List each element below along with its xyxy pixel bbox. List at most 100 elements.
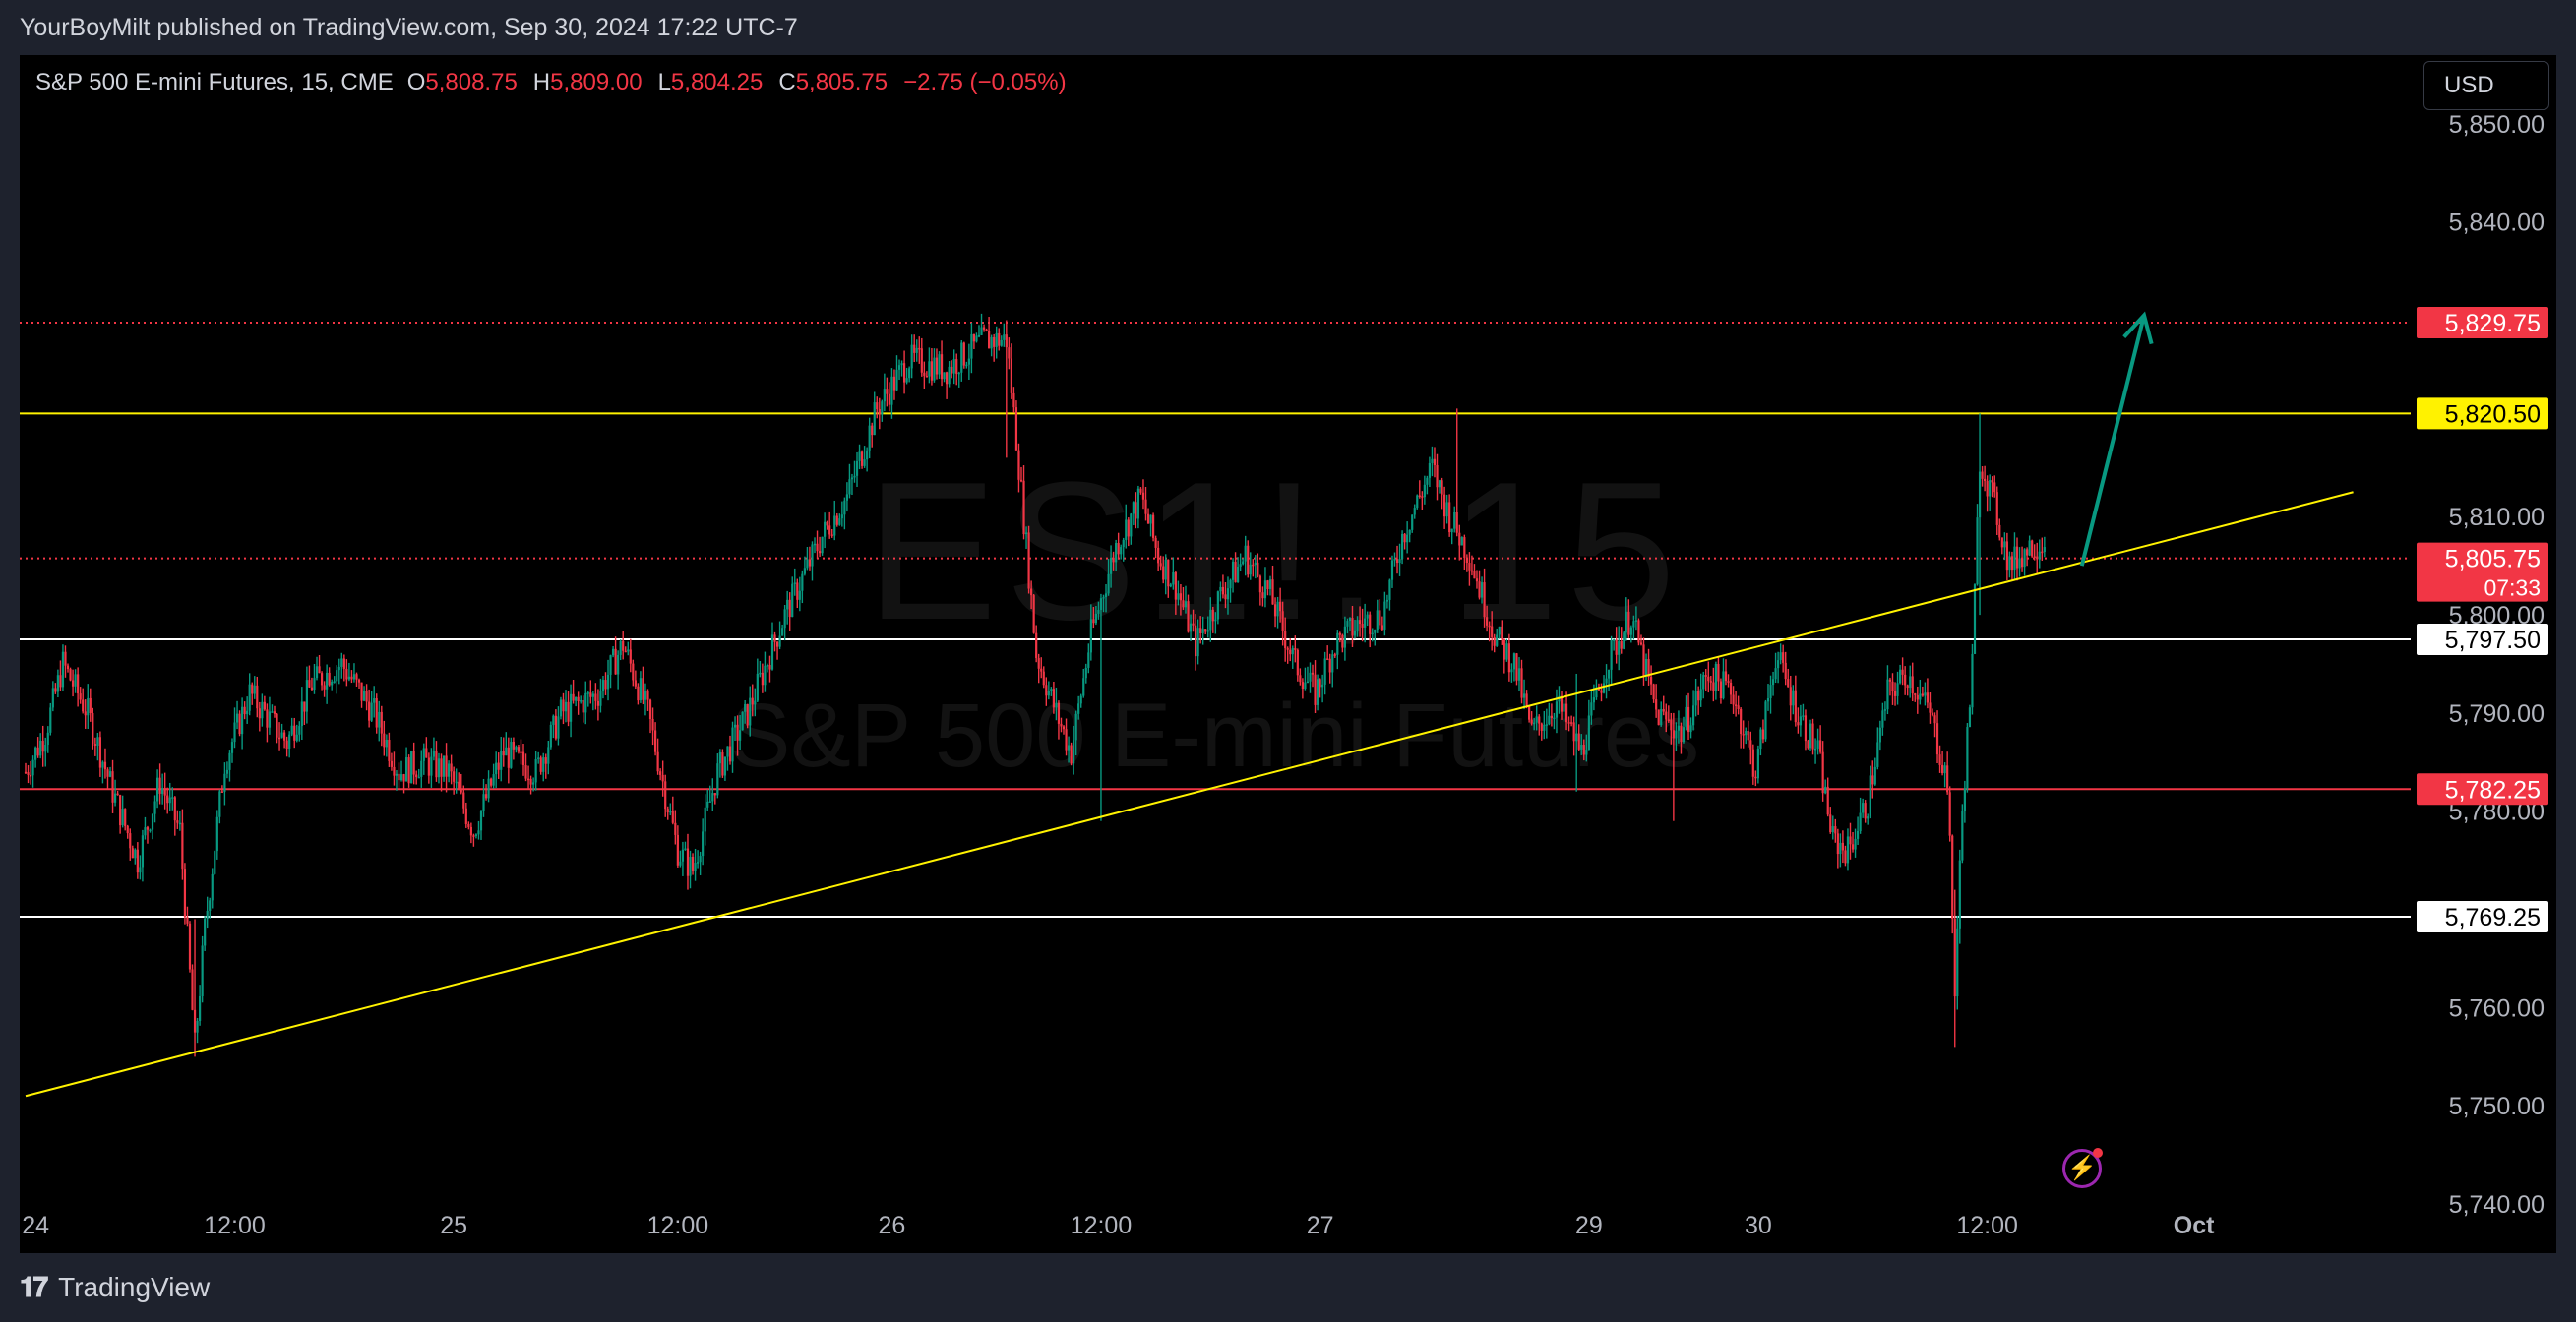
candle-body [1234, 561, 1237, 583]
candle-body [1680, 725, 1683, 743]
candle-body [801, 573, 804, 591]
candle-body [1545, 724, 1548, 726]
candle-body [74, 674, 77, 687]
candle-body [1804, 715, 1808, 742]
candle-body [599, 691, 602, 706]
candle-body [713, 793, 716, 796]
candle-body [798, 590, 801, 600]
candle-body [1294, 648, 1297, 650]
candle-body [1602, 683, 1606, 693]
candle-body [1112, 557, 1115, 563]
candle-body [723, 756, 727, 776]
candle-body [653, 730, 657, 752]
candle-body [539, 757, 542, 772]
candle-body [1144, 499, 1147, 514]
candle-body [1981, 471, 1984, 479]
candle-body [49, 707, 52, 733]
candle-body [1878, 727, 1881, 743]
candle-body [1699, 689, 1702, 701]
y-tick-label: 5,740.00 [2449, 1191, 2545, 1219]
footer-brand[interactable]: TradingView [58, 1272, 211, 1302]
candle-body [1682, 727, 1686, 743]
candle-body [155, 777, 159, 802]
currency-button[interactable]: USD [2423, 61, 2549, 110]
candle-body [233, 722, 236, 743]
candle-body [1951, 835, 1954, 919]
candle-body [1948, 792, 1951, 836]
candle-body [1824, 786, 1827, 794]
candle-body [928, 361, 931, 377]
candle-body [1463, 537, 1466, 558]
candle-body [1358, 620, 1362, 624]
candle-body [495, 762, 498, 775]
candle-body [96, 737, 99, 746]
candle-body [1127, 519, 1130, 537]
candle-body [336, 670, 338, 682]
candle-body [1014, 407, 1018, 451]
candle-body [676, 834, 679, 866]
candle-body [1008, 347, 1011, 359]
lightning-icon[interactable]: ⚡ [2062, 1148, 2103, 1188]
candle-body [41, 740, 44, 752]
candle-body [1426, 477, 1429, 485]
candle-body [31, 759, 34, 776]
candle-body [689, 856, 692, 876]
candle-body [1766, 697, 1770, 702]
candle-body [848, 479, 851, 495]
candle-body [681, 849, 685, 862]
x-tick-label: 25 [440, 1212, 467, 1239]
candle-body [1759, 729, 1762, 750]
candle-body [1548, 715, 1551, 725]
candle-body [163, 788, 166, 796]
candle-body [1453, 512, 1456, 529]
candle-body [1642, 644, 1645, 676]
candle-body [1881, 710, 1884, 728]
candle-body [580, 700, 583, 702]
price-level-label-bg [2417, 773, 2548, 806]
candle-body [1911, 676, 1914, 694]
candle-body [868, 425, 871, 451]
candle-body [1328, 658, 1331, 673]
candle-body [644, 691, 647, 700]
x-tick-label: 12:00 [204, 1212, 266, 1239]
candle-body [1712, 682, 1715, 691]
chart-frame[interactable]: ES1!, 15 S&P 500 E-mini Futures 5,850.00… [20, 55, 2556, 1253]
candle-body [1374, 629, 1377, 633]
candle-body [1834, 826, 1837, 834]
tv-logo-icon[interactable]: 𝟏𝟕 [20, 1271, 48, 1302]
candle-body [1839, 842, 1842, 855]
candle-body [71, 680, 75, 687]
legend-open-label: O [406, 69, 426, 95]
price-chart[interactable]: 5,850.005,840.005,810.005,800.005,790.00… [20, 55, 2556, 1253]
notification-dot [2093, 1148, 2103, 1158]
candle-body [634, 680, 637, 687]
candle-body [1953, 918, 1956, 997]
candle-body [1395, 559, 1399, 564]
candle-body [1045, 685, 1048, 696]
candle-body [113, 793, 117, 803]
price-level-label: 5,797.50 [2445, 627, 2541, 654]
candle-body [824, 521, 827, 537]
candle-body [845, 494, 848, 501]
candle-body [362, 691, 366, 701]
candle-body [1512, 653, 1516, 670]
candle-body [124, 809, 127, 826]
candle-body [1117, 543, 1120, 555]
candle-body [1904, 674, 1907, 686]
candle-body [897, 365, 901, 370]
candle-body [1722, 671, 1725, 699]
candle-body [764, 665, 767, 686]
candle-body [684, 848, 687, 851]
price-level-label: 5,820.50 [2445, 400, 2541, 428]
candle-body [422, 748, 425, 761]
candle-body [248, 684, 251, 711]
candle-body [721, 752, 724, 776]
candle-body [806, 559, 809, 569]
candle-body [781, 628, 784, 636]
candle-body [1735, 704, 1738, 706]
candle-body [215, 816, 218, 852]
candle-body [892, 376, 896, 391]
candle-body [2028, 540, 2031, 556]
candle-body [448, 763, 451, 777]
candle-body [1896, 683, 1899, 696]
